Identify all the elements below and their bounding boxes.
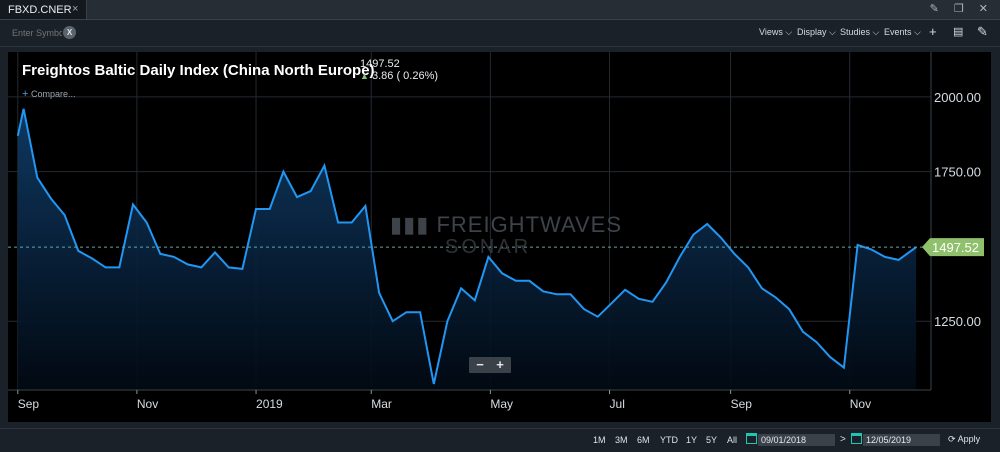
x-tick-label: Sep [731, 397, 753, 411]
price-change: ▲ 3.86 ( 0.26%) [360, 70, 438, 82]
chart-title: Freightos Baltic Daily Index (China Nort… [22, 62, 375, 79]
series-area [17, 108, 917, 391]
last-value: 1497.52 [360, 58, 400, 70]
tab-fbxd-cner[interactable]: FBXD.CNER × [0, 0, 87, 19]
compare-link[interactable]: + Compare... [22, 88, 75, 100]
end-date-input[interactable] [863, 434, 940, 446]
watermark-bars-icon: ▮▮▮ [390, 212, 430, 237]
apply-label: Apply [957, 434, 981, 444]
symbol-clear-button[interactable]: X [63, 26, 76, 39]
calendar-icon[interactable] [746, 433, 757, 444]
tab-bar: FBXD.CNER × ✎ ❐ ✕ [0, 0, 1000, 20]
price-chart[interactable]: 1250.00 1750.00 2000.00 Sep Nov 2019 Mar May Jul… [0, 0, 1000, 428]
comment-icon[interactable]: ▤ [953, 26, 964, 38]
x-tick-label: Nov [137, 397, 158, 411]
watermark-logo: ▮▮▮ FREIGHTWAVES [390, 212, 622, 238]
y-tick-label: 1750.00 [934, 165, 981, 180]
symbol-input[interactable] [8, 24, 66, 41]
range-all-button[interactable]: All [727, 435, 738, 445]
views-menu[interactable]: Views ⌵ [759, 27, 793, 37]
range-ytd-button[interactable]: YTD [660, 435, 678, 445]
y-tick-label: 2000.00 [934, 90, 981, 105]
range-6m-button[interactable]: 6M [637, 435, 650, 445]
x-tick-label: Sep [18, 397, 40, 411]
up-arrow-icon: ▲ [360, 71, 369, 81]
y-tick-label: 1250.00 [934, 314, 981, 329]
zoom-out-button[interactable]: − [476, 357, 484, 372]
watermark-main: FREIGHTWAVES [436, 212, 623, 237]
last-value-tag [922, 238, 984, 257]
x-tick-label: Jul [610, 397, 625, 411]
series-line [16, 108, 917, 385]
tab-close-icon[interactable]: × [72, 3, 79, 15]
studies-menu[interactable]: Studies ⌵ [840, 27, 880, 37]
range-1y-button[interactable]: 1Y [686, 435, 698, 445]
range-5y-button[interactable]: 5Y [706, 435, 718, 445]
date-arrow-icon: > [840, 434, 846, 445]
x-tick-label: Mar [371, 397, 392, 411]
x-tick-label: May [490, 397, 513, 411]
x-tick-label: Nov [850, 397, 871, 411]
calendar-icon[interactable] [851, 433, 862, 444]
compare-label: Compare... [30, 89, 76, 99]
last-value-tag-label: 1497.52 [932, 240, 979, 255]
range-bar: 1M 3M 6M YTD 1Y 5Y All > ⟳ Apply [0, 428, 1000, 452]
display-menu[interactable]: Display ⌵ [797, 27, 836, 37]
range-3m-button[interactable]: 3M [615, 435, 628, 445]
add-icon[interactable]: + [929, 24, 937, 39]
plus-icon: + [22, 88, 29, 100]
zoom-control: − + [469, 357, 511, 373]
apply-button[interactable]: ⟳ Apply [948, 434, 980, 445]
zoom-in-button[interactable]: + [496, 357, 504, 372]
events-menu[interactable]: Events ⌵ [884, 27, 921, 37]
watermark-sub: SONAR [445, 236, 532, 258]
toolbar: X Views ⌵ Display ⌵ Studies ⌵ Events ⌵ +… [0, 20, 1000, 47]
draw-icon[interactable]: ✎ [977, 24, 988, 39]
start-date-input[interactable] [758, 434, 835, 446]
change-text: 3.86 ( 0.26%) [371, 70, 439, 82]
range-1m-button[interactable]: 1M [593, 435, 606, 445]
tab-label: FBXD.CNER [8, 4, 72, 16]
x-tick-label: 2019 [256, 397, 283, 411]
refresh-icon: ⟳ [948, 434, 956, 444]
window-controls-icon[interactable]: ✎ ❐ ✕ [929, 3, 994, 15]
